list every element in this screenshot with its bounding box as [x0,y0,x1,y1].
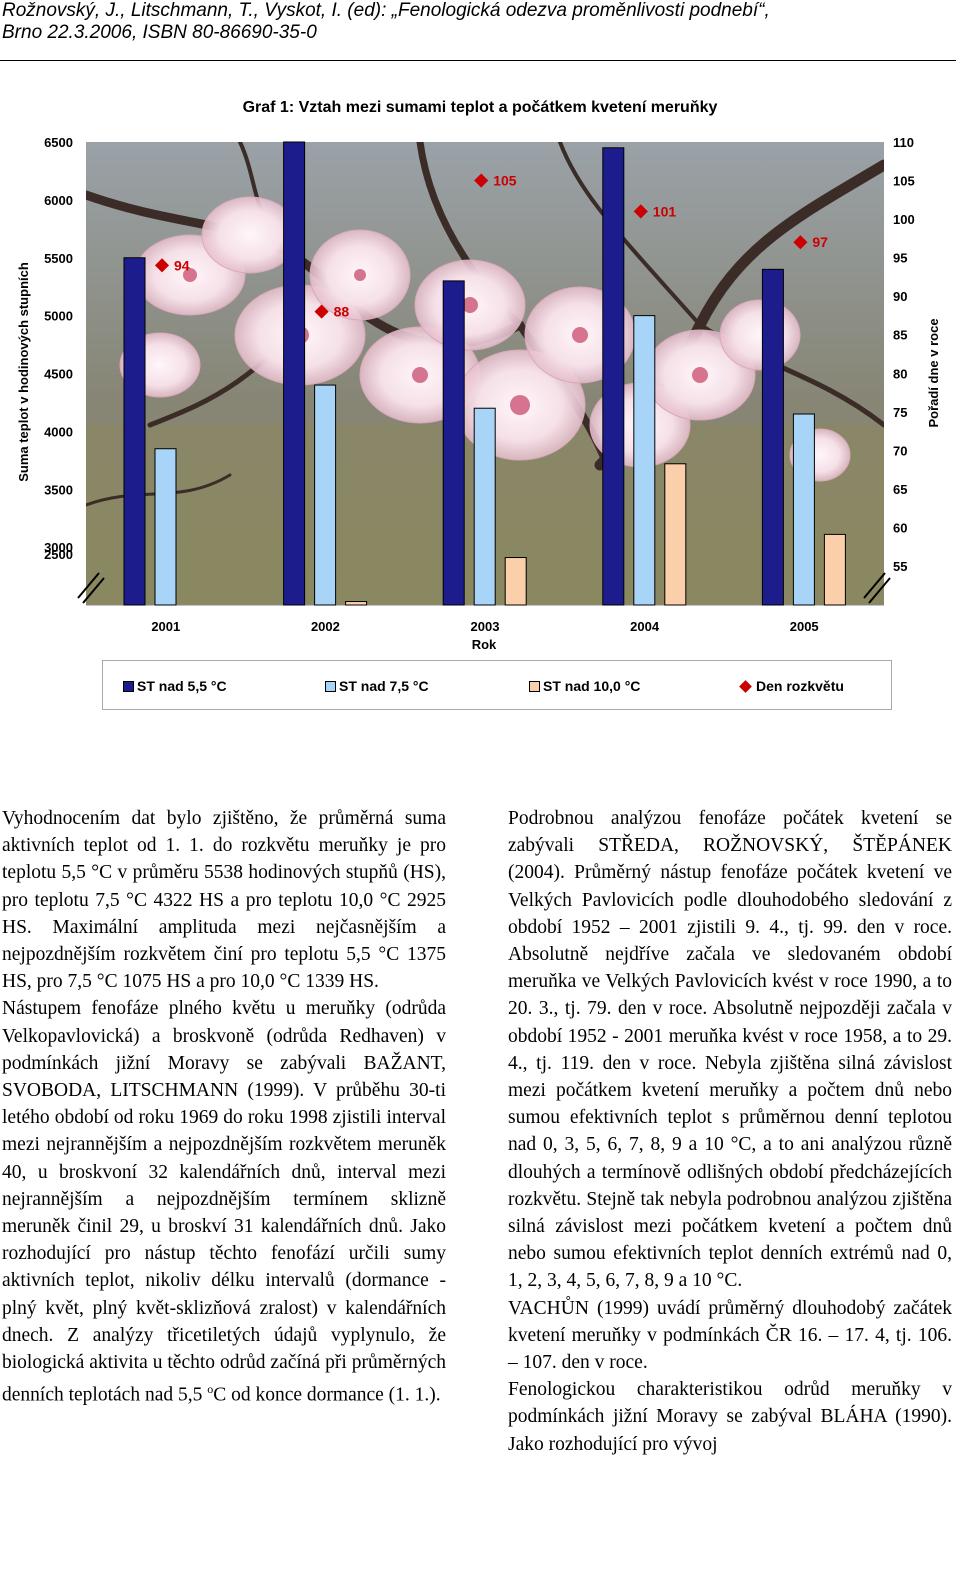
y-tick-right-85: 85 [893,328,907,343]
legend-swatch [325,680,336,692]
right-axis-ticks: 55 60 65 70 75 80 85 90 95 100 105 110 [893,135,915,574]
paragraph: Vyhodnocením dat bylo zjištěno, že průmě… [2,808,446,993]
x-tick-2002: 2002 [311,619,340,634]
x-axis-title: Rok [472,637,497,652]
marker-den-rozkvetu-2003 [474,173,489,188]
legend-label: ST nad 5,5 °C [137,678,227,694]
legend-item-st-5-5: ST nad 5,5 °C [123,678,227,694]
y-tick-right-80: 80 [893,366,907,381]
y-tick-right-55: 55 [893,559,907,574]
chart-title: Graf 1: Vztah mezi sumami teplot a počát… [242,99,718,116]
data-label-den-rozkvetu-2004: 101 [653,203,677,219]
bar-2005-series-2 [792,413,815,606]
x-axis-ticks: 2001 2002 2003 2004 2005 [151,619,818,634]
bar-2003-series-1 [442,280,465,606]
chart-legend: ST nad 5,5 °C ST nad 7,5 °C ST nad 10,0 … [102,660,892,710]
data-label-den-rozkvetu-2005: 97 [812,234,828,250]
header-rule [0,60,956,61]
y-tick-left-3000: 3000 [44,540,73,555]
marker-den-rozkvetu-2001 [154,258,170,273]
y-axis-left-title: Suma teplot v hodinových stupních [16,262,31,482]
legend-label: Den rozkvětu [756,678,844,694]
marker-den-rozkvetu-2002 [314,304,329,319]
data-label-den-rozkvetu-2001: 94 [174,257,190,273]
y-tick-left-4500: 4500 [44,367,73,382]
y-tick-right-75: 75 [893,405,907,420]
legend-swatch [123,680,134,692]
bar-2002-series-1 [283,141,306,606]
y-tick-right-100: 100 [893,212,915,227]
header-citation-line1: Rožnovský, J., Litschmann, T., Vyskot, I… [2,0,770,21]
right-axis-break-icon [863,572,891,604]
bar-2005-series-1 [761,268,784,606]
legend-item-den-rozkvetu: Den rozkvětu [739,678,844,694]
bar-2004-series-3 [664,463,687,606]
y-tick-left-6500: 6500 [44,135,73,150]
y-tick-right-65: 65 [893,482,907,497]
y-tick-right-90: 90 [893,289,907,304]
y-tick-right-105: 105 [893,174,915,189]
degree-superscript: o [207,1382,214,1397]
y-tick-right-110: 110 [893,135,914,150]
markers-layer: 94 88 105 101 97 [154,173,828,320]
data-label-den-rozkvetu-2003: 105 [493,173,517,189]
x-tick-2003: 2003 [471,619,500,634]
bar-2003-series-3 [504,557,527,606]
bar-2004-series-1 [602,147,625,606]
text-column-left: Vyhodnocením dat bylo zjištěno, že průmě… [2,805,446,1409]
bar-2001-series-2 [154,448,177,606]
paragraph: VACHŮN (1999) uvádí průměrný dlouhodobý … [508,1297,952,1374]
page-header: Rožnovský, J., Litschmann, T., Vyskot, I… [2,0,954,44]
paragraph: Fenologickou charakteristikou odrůd meru… [508,1379,952,1455]
x-tick-2005: 2005 [790,619,819,634]
legend-label: ST nad 10,0 °C [543,678,641,694]
y-tick-right-95: 95 [893,251,907,266]
y-tick-left-5500: 5500 [44,251,73,266]
text-column-right: Podrobnou analýzou fenofáze počátek kvet… [508,805,952,1458]
marker-den-rozkvetu-2005 [793,235,808,250]
bars-layer [123,141,846,606]
bar-2004-series-2 [633,315,656,606]
bar-2005-series-3 [823,533,846,606]
paragraph-text-end: C od konce dormance (1. 1.). [213,1384,441,1406]
paragraph-text: Nástupem fenofáze plného květu u meruňky… [2,998,446,1406]
legend-label: ST nad 7,5 °C [339,678,429,694]
bar-2003-series-2 [473,407,496,606]
left-axis-break-icon [77,572,105,604]
y-tick-right-70: 70 [893,443,907,458]
legend-item-st-7-5: ST nad 7,5 °C [325,678,429,694]
legend-item-st-10-0: ST nad 10,0 °C [529,678,640,694]
y-tick-left-5000: 5000 [44,309,73,324]
bar-2002-series-3 [345,601,368,606]
bar-2002-series-2 [314,384,337,606]
x-tick-2001: 2001 [151,619,180,634]
y-tick-left-4000: 4000 [44,424,73,439]
legend-swatch [529,680,540,692]
y-tick-left-3500: 3500 [44,482,73,497]
legend-diamond-icon [739,679,752,693]
header-citation-line2: Brno 22.3.2006, ISBN 80-86690-35-0 [2,22,317,43]
y-tick-right-60: 60 [893,520,907,535]
marker-den-rozkvetu-2004 [633,204,648,219]
paragraph: Nástupem fenofáze plného květu u meruňky… [2,995,446,1409]
data-label-den-rozkvetu-2002: 88 [334,304,350,320]
x-tick-2004: 2004 [630,619,660,634]
y-tick-left-6000: 6000 [44,193,73,208]
bar-2001-series-1 [123,257,146,606]
y-axis-right-title: Pořadí dne v roce [926,318,941,427]
paragraph: Podrobnou analýzou fenofáze počátek kvet… [508,808,952,1292]
y-tick-left-2500: 2500 [44,547,73,562]
